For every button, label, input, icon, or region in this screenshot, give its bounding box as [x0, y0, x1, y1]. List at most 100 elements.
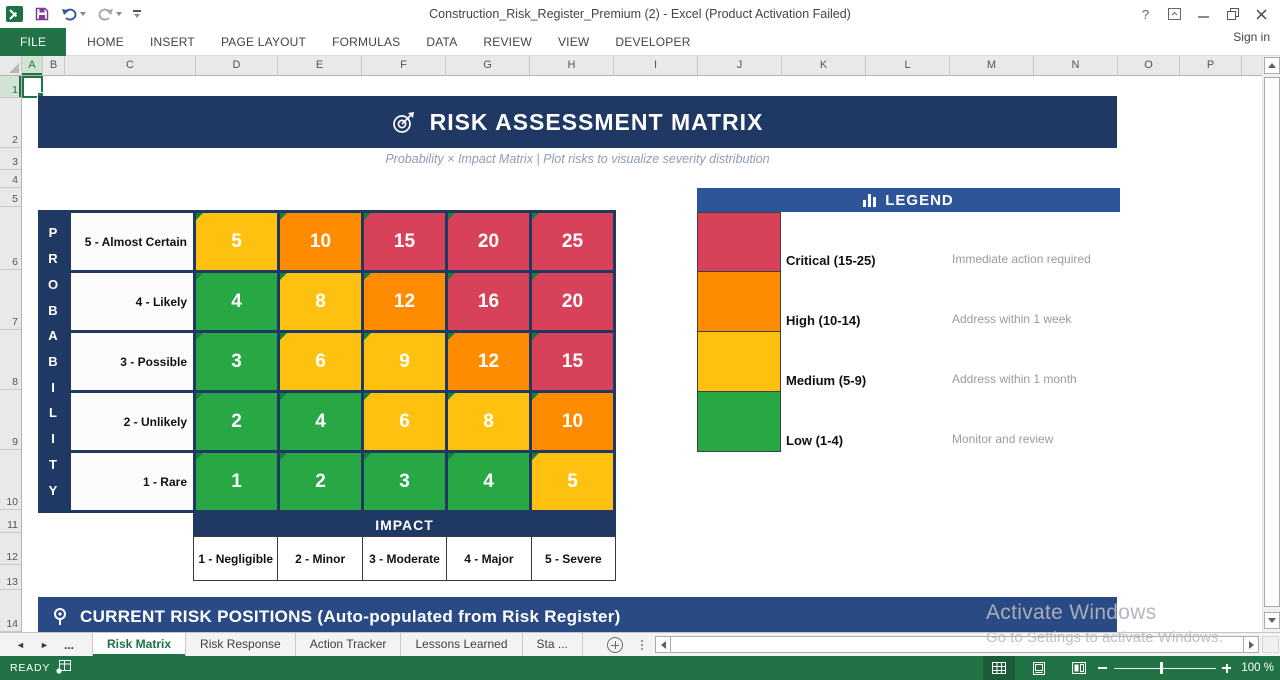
scroll-down-button[interactable] [1264, 612, 1280, 629]
horizontal-scroll-track[interactable] [671, 636, 1243, 653]
add-sheet-button[interactable] [607, 637, 623, 653]
matrix-cell[interactable]: 2 [280, 453, 361, 510]
matrix-cell[interactable]: 6 [280, 333, 361, 390]
impact-level-label[interactable]: 1 - Negligible [198, 551, 274, 566]
row-header-9[interactable]: 9 [0, 390, 21, 450]
column-header-N[interactable]: N [1034, 56, 1118, 75]
scroll-up-button[interactable] [1264, 57, 1280, 74]
matrix-cell[interactable]: 20 [532, 273, 613, 330]
matrix-cell[interactable]: 12 [364, 273, 445, 330]
sheet-tab-risk-matrix[interactable]: Risk Matrix [92, 633, 187, 656]
vertical-scrollbar[interactable] [1262, 56, 1280, 632]
row-header-13[interactable]: 13 [0, 565, 21, 590]
vertical-scroll-thumb[interactable] [1264, 77, 1280, 607]
select-all-button[interactable] [0, 56, 22, 75]
ribbon-tab-home[interactable]: HOME [87, 35, 124, 49]
column-header-K[interactable]: K [782, 56, 866, 75]
row-header-12[interactable]: 12 [0, 533, 21, 565]
matrix-cell[interactable]: 5 [196, 213, 277, 270]
matrix-row-label[interactable]: 2 - Unlikely [71, 393, 193, 450]
close-button[interactable] [1247, 2, 1276, 26]
column-header-D[interactable]: D [196, 56, 278, 75]
column-header-I[interactable]: I [614, 56, 698, 75]
matrix-cell[interactable]: 15 [364, 213, 445, 270]
matrix-cell[interactable]: 4 [448, 453, 529, 510]
column-header-L[interactable]: L [866, 56, 950, 75]
row-header-2[interactable]: 2 [0, 98, 21, 148]
column-header-H[interactable]: H [530, 56, 614, 75]
matrix-cell[interactable]: 4 [196, 273, 277, 330]
row-header-7[interactable]: 7 [0, 270, 21, 330]
matrix-row-label[interactable]: 3 - Possible [71, 333, 193, 390]
matrix-cell[interactable]: 25 [532, 213, 613, 270]
macro-record-icon[interactable] [56, 660, 71, 679]
matrix-cell[interactable]: 5 [532, 453, 613, 510]
matrix-cell[interactable]: 1 [196, 453, 277, 510]
matrix-row-label[interactable]: 1 - Rare [71, 453, 193, 510]
matrix-row-label[interactable]: 5 - Almost Certain [71, 213, 193, 270]
current-risk-positions-banner[interactable]: CURRENT RISK POSITIONS (Auto-populated f… [38, 597, 1117, 632]
matrix-cell[interactable]: 15 [532, 333, 613, 390]
column-header-F[interactable]: F [362, 56, 446, 75]
zoom-slider-handle[interactable] [1160, 662, 1163, 674]
minimize-button[interactable] [1189, 2, 1218, 26]
help-button[interactable]: ? [1141, 6, 1150, 22]
sheet-nav-next-button[interactable]: ► [40, 640, 49, 650]
zoom-level-label[interactable]: 100 % [1241, 662, 1274, 674]
matrix-cell[interactable]: 10 [280, 213, 361, 270]
undo-button[interactable] [61, 7, 86, 22]
matrix-cell[interactable]: 8 [280, 273, 361, 330]
impact-level-label[interactable]: 3 - Moderate [361, 537, 446, 580]
matrix-cell[interactable]: 12 [448, 333, 529, 390]
ribbon-display-options-button[interactable] [1160, 2, 1189, 26]
zoom-slider-track[interactable] [1114, 667, 1216, 669]
matrix-cell[interactable]: 2 [196, 393, 277, 450]
matrix-cell[interactable]: 3 [364, 453, 445, 510]
sheet-tab-action-tracker[interactable]: Action Tracker [296, 633, 402, 656]
sheet-canvas[interactable]: RISK ASSESSMENT MATRIX Probability × Imp… [22, 76, 1262, 632]
matrix-cell[interactable]: 10 [532, 393, 613, 450]
column-header-C[interactable]: C [65, 56, 196, 75]
sheet-tab-overflow-button[interactable]: ... [64, 638, 75, 652]
matrix-cell[interactable]: 6 [364, 393, 445, 450]
restore-button[interactable] [1218, 2, 1247, 26]
column-header-P[interactable]: P [1180, 56, 1242, 75]
row-header-6[interactable]: 6 [0, 207, 21, 270]
matrix-cell[interactable]: 9 [364, 333, 445, 390]
save-button[interactable] [34, 6, 50, 22]
column-header-E[interactable]: E [278, 56, 362, 75]
ribbon-tab-file[interactable]: FILE [0, 28, 67, 56]
row-header-14[interactable]: 14 [0, 590, 21, 632]
row-header-8[interactable]: 8 [0, 330, 21, 390]
scroll-left-button[interactable] [655, 636, 671, 653]
matrix-title-banner[interactable]: RISK ASSESSMENT MATRIX [38, 96, 1117, 148]
row-header-10[interactable]: 10 [0, 450, 21, 510]
horizontal-scrollbar[interactable] [655, 636, 1259, 653]
row-header-4[interactable]: 4 [0, 170, 21, 188]
sign-in-link[interactable]: Sign in [1233, 30, 1270, 44]
sheet-tab-sta[interactable]: Sta ... [523, 633, 583, 656]
undo-dropdown-caret[interactable] [80, 12, 86, 16]
matrix-cell[interactable]: 20 [448, 213, 529, 270]
ribbon-tab-review[interactable]: REVIEW [483, 35, 532, 49]
redo-dropdown-caret[interactable] [116, 12, 122, 16]
column-header-O[interactable]: O [1118, 56, 1180, 75]
impact-level-label[interactable]: 5 - Severe [530, 537, 615, 580]
matrix-cell[interactable]: 3 [196, 333, 277, 390]
matrix-cell[interactable]: 16 [448, 273, 529, 330]
row-header-5[interactable]: 5 [0, 188, 21, 207]
sheet-tab-risk-response[interactable]: Risk Response [186, 633, 296, 656]
page-layout-view-button[interactable] [1023, 656, 1055, 680]
matrix-cell[interactable]: 8 [448, 393, 529, 450]
column-header-J[interactable]: J [698, 56, 782, 75]
sheet-nav-prev-button[interactable]: ◄ [16, 640, 25, 650]
ribbon-tab-view[interactable]: VIEW [557, 35, 590, 49]
column-header-A[interactable]: A [22, 56, 43, 75]
row-header-11[interactable]: 11 [0, 510, 21, 533]
row-header-1[interactable]: 1 [0, 76, 21, 98]
ribbon-tab-page-layout[interactable]: PAGE LAYOUT [220, 35, 307, 49]
ribbon-tab-insert[interactable]: INSERT [149, 35, 195, 49]
sheet-tab-lessons-learned[interactable]: Lessons Learned [401, 633, 523, 656]
column-header-G[interactable]: G [446, 56, 530, 75]
column-header-M[interactable]: M [950, 56, 1034, 75]
